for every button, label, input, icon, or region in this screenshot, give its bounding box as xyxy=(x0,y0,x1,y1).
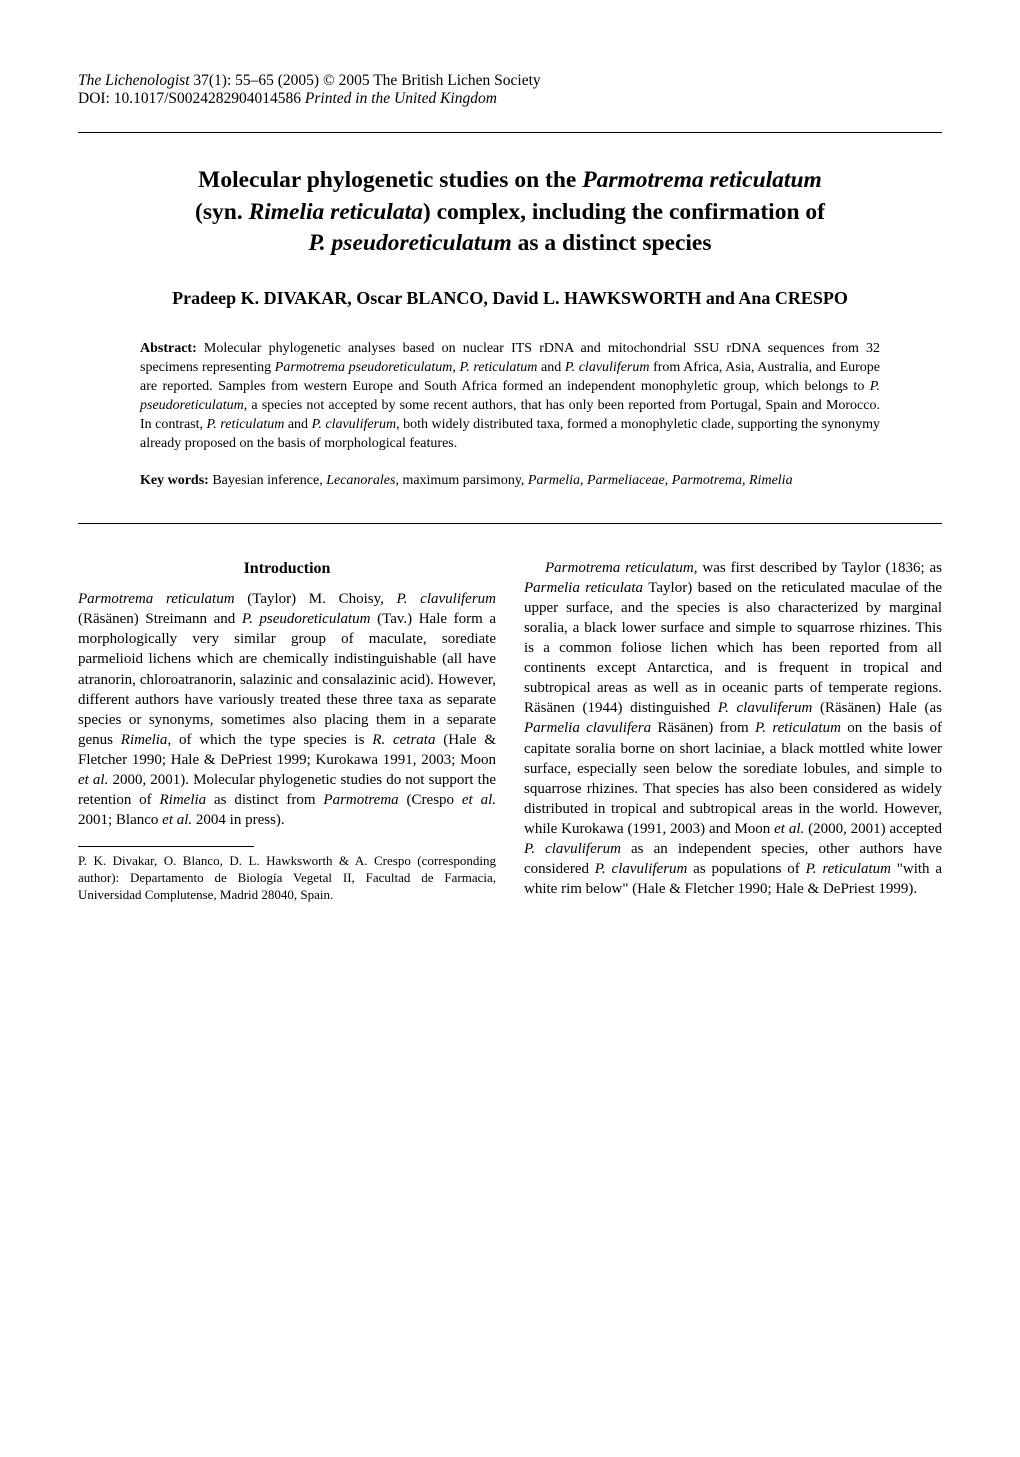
title-line2-sci: Rimelia reticulata xyxy=(249,199,423,225)
c2-s3: P. clavuliferum xyxy=(718,700,812,716)
c1-s4: Rimelia xyxy=(121,732,168,748)
c2-t1: , was first described by Taylor (1836; a… xyxy=(694,560,942,576)
abs-t6: and xyxy=(284,417,311,432)
kw-s5: Rimelia xyxy=(749,473,793,488)
journal-doi-line: DOI: 10.1017/S0024282904014586 Printed i… xyxy=(78,90,942,108)
c2-s9: P. reticulatum xyxy=(806,861,891,877)
c2-t4: Räsänen) from xyxy=(651,720,755,736)
c1-s5: R. cetrata xyxy=(372,732,435,748)
kw-s3: Parmeliaceae xyxy=(587,473,665,488)
kw-t5: , xyxy=(742,473,749,488)
intro-heading: Introduction xyxy=(78,558,496,579)
title-line1-pre: Molecular phylogenetic studies on the xyxy=(198,167,582,193)
c1-t10: 2004 in press). xyxy=(192,812,285,828)
c1-s1: Parmotrema reticulatum xyxy=(78,591,235,607)
c2-s5: P. reticulatum xyxy=(755,720,841,736)
c2-s6: et al. xyxy=(774,821,804,837)
c1-t3: (Tav.) Hale form a morphologically very … xyxy=(78,611,496,748)
keywords: Key words: Bayesian inference, Lecanoral… xyxy=(140,472,880,491)
c1-t7: as distinct from xyxy=(206,792,323,808)
kw-t1: Bayesian inference, xyxy=(212,473,326,488)
abs-s3: P. clavuliferum xyxy=(565,360,650,375)
abs-s2: P. reticulatum xyxy=(459,360,537,375)
left-column: Introduction Parmotrema reticulatum (Tay… xyxy=(78,558,496,903)
c1-s2: P. clavuliferum xyxy=(397,591,496,607)
author-footnote: P. K. Divakar, O. Blanco, D. L. Hawkswor… xyxy=(78,853,496,903)
c2-s4: Parmelia clavulifera xyxy=(524,720,651,736)
c2-s1: Parmotrema reticulatum xyxy=(545,560,694,576)
abs-t3: and xyxy=(537,360,564,375)
c1-s3: P. pseudoreticulatum xyxy=(242,611,371,627)
kw-t4: , xyxy=(665,473,672,488)
c1-s6: et al. xyxy=(78,772,108,788)
c2-t5: on the basis of capitate soralia borne o… xyxy=(524,720,942,836)
c1-s10: et al. xyxy=(162,812,192,828)
abs-s6: P. clavuliferum xyxy=(312,417,397,432)
c2-s7: P. clavuliferum xyxy=(524,841,621,857)
kw-s4: Parmotrema xyxy=(672,473,742,488)
title-line1-sci: Parmotrema reticulatum xyxy=(582,167,822,193)
col2-p1: Parmotrema reticulatum, was first descri… xyxy=(524,558,942,900)
top-rule xyxy=(78,132,942,133)
c1-s9: et al. xyxy=(462,792,496,808)
c1-t4: , of which the type species is xyxy=(167,732,372,748)
abs-s5: P. reticulatum xyxy=(207,417,285,432)
title-line3-post: as a distinct species xyxy=(512,230,712,256)
journal-header: The Lichenologist 37(1): 55–65 (2005) © … xyxy=(78,72,942,108)
kw-s2: Parmelia xyxy=(528,473,580,488)
c1-s8: Parmotrema xyxy=(323,792,398,808)
right-column: Parmotrema reticulatum, was first descri… xyxy=(524,558,942,903)
kw-s1: Lecanorales xyxy=(326,473,395,488)
kw-t2: , maximum parsimony, xyxy=(395,473,527,488)
c1-t8: (Crespo xyxy=(399,792,462,808)
c2-t8: as populations of xyxy=(687,861,805,877)
abstract: Abstract: Molecular phylogenetic analyse… xyxy=(140,340,880,453)
c2-s8: P. clavuliferum xyxy=(595,861,688,877)
doi-suffix: Printed in the United Kingdom xyxy=(305,90,497,107)
title-line2-post: ) complex, including the confirmation of xyxy=(423,199,825,225)
abs-s1: Parmotrema pseudoreticulatum xyxy=(275,360,453,375)
c1-s7: Rimelia xyxy=(160,792,207,808)
c2-t2: Taylor) based on the reticulated maculae… xyxy=(524,580,942,717)
keywords-label: Key words: xyxy=(140,473,212,488)
c2-s2: Parmelia reticulata xyxy=(524,580,643,596)
c1-t1: (Taylor) M. Choisy, xyxy=(235,591,397,607)
authors: Pradeep K. DIVAKAR, Oscar BLANCO, David … xyxy=(78,286,942,310)
journal-issue: 37(1): 55–65 (2005) © 2005 The British L… xyxy=(190,72,541,89)
article-title: Molecular phylogenetic studies on the Pa… xyxy=(108,165,912,260)
c2-t6: (2000, 2001) accepted xyxy=(804,821,942,837)
kw-t3: , xyxy=(580,473,587,488)
c1-t2: (Räsänen) Streimann and xyxy=(78,611,242,627)
footnote-separator xyxy=(78,846,254,847)
doi-text: DOI: 10.1017/S0024282904014586 xyxy=(78,90,305,107)
title-line3-sci: P. pseudoreticulatum xyxy=(308,230,511,256)
two-column-body: Introduction Parmotrema reticulatum (Tay… xyxy=(78,558,942,903)
abstract-label: Abstract: xyxy=(140,341,204,356)
mid-rule xyxy=(78,523,942,524)
c2-t3: (Räsänen) Hale (as xyxy=(812,700,942,716)
c1-t9: 2001; Blanco xyxy=(78,812,162,828)
title-line2-pre: (syn. xyxy=(195,199,249,225)
col1-p1: Parmotrema reticulatum (Taylor) M. Chois… xyxy=(78,589,496,830)
journal-name: The Lichenologist xyxy=(78,72,190,89)
